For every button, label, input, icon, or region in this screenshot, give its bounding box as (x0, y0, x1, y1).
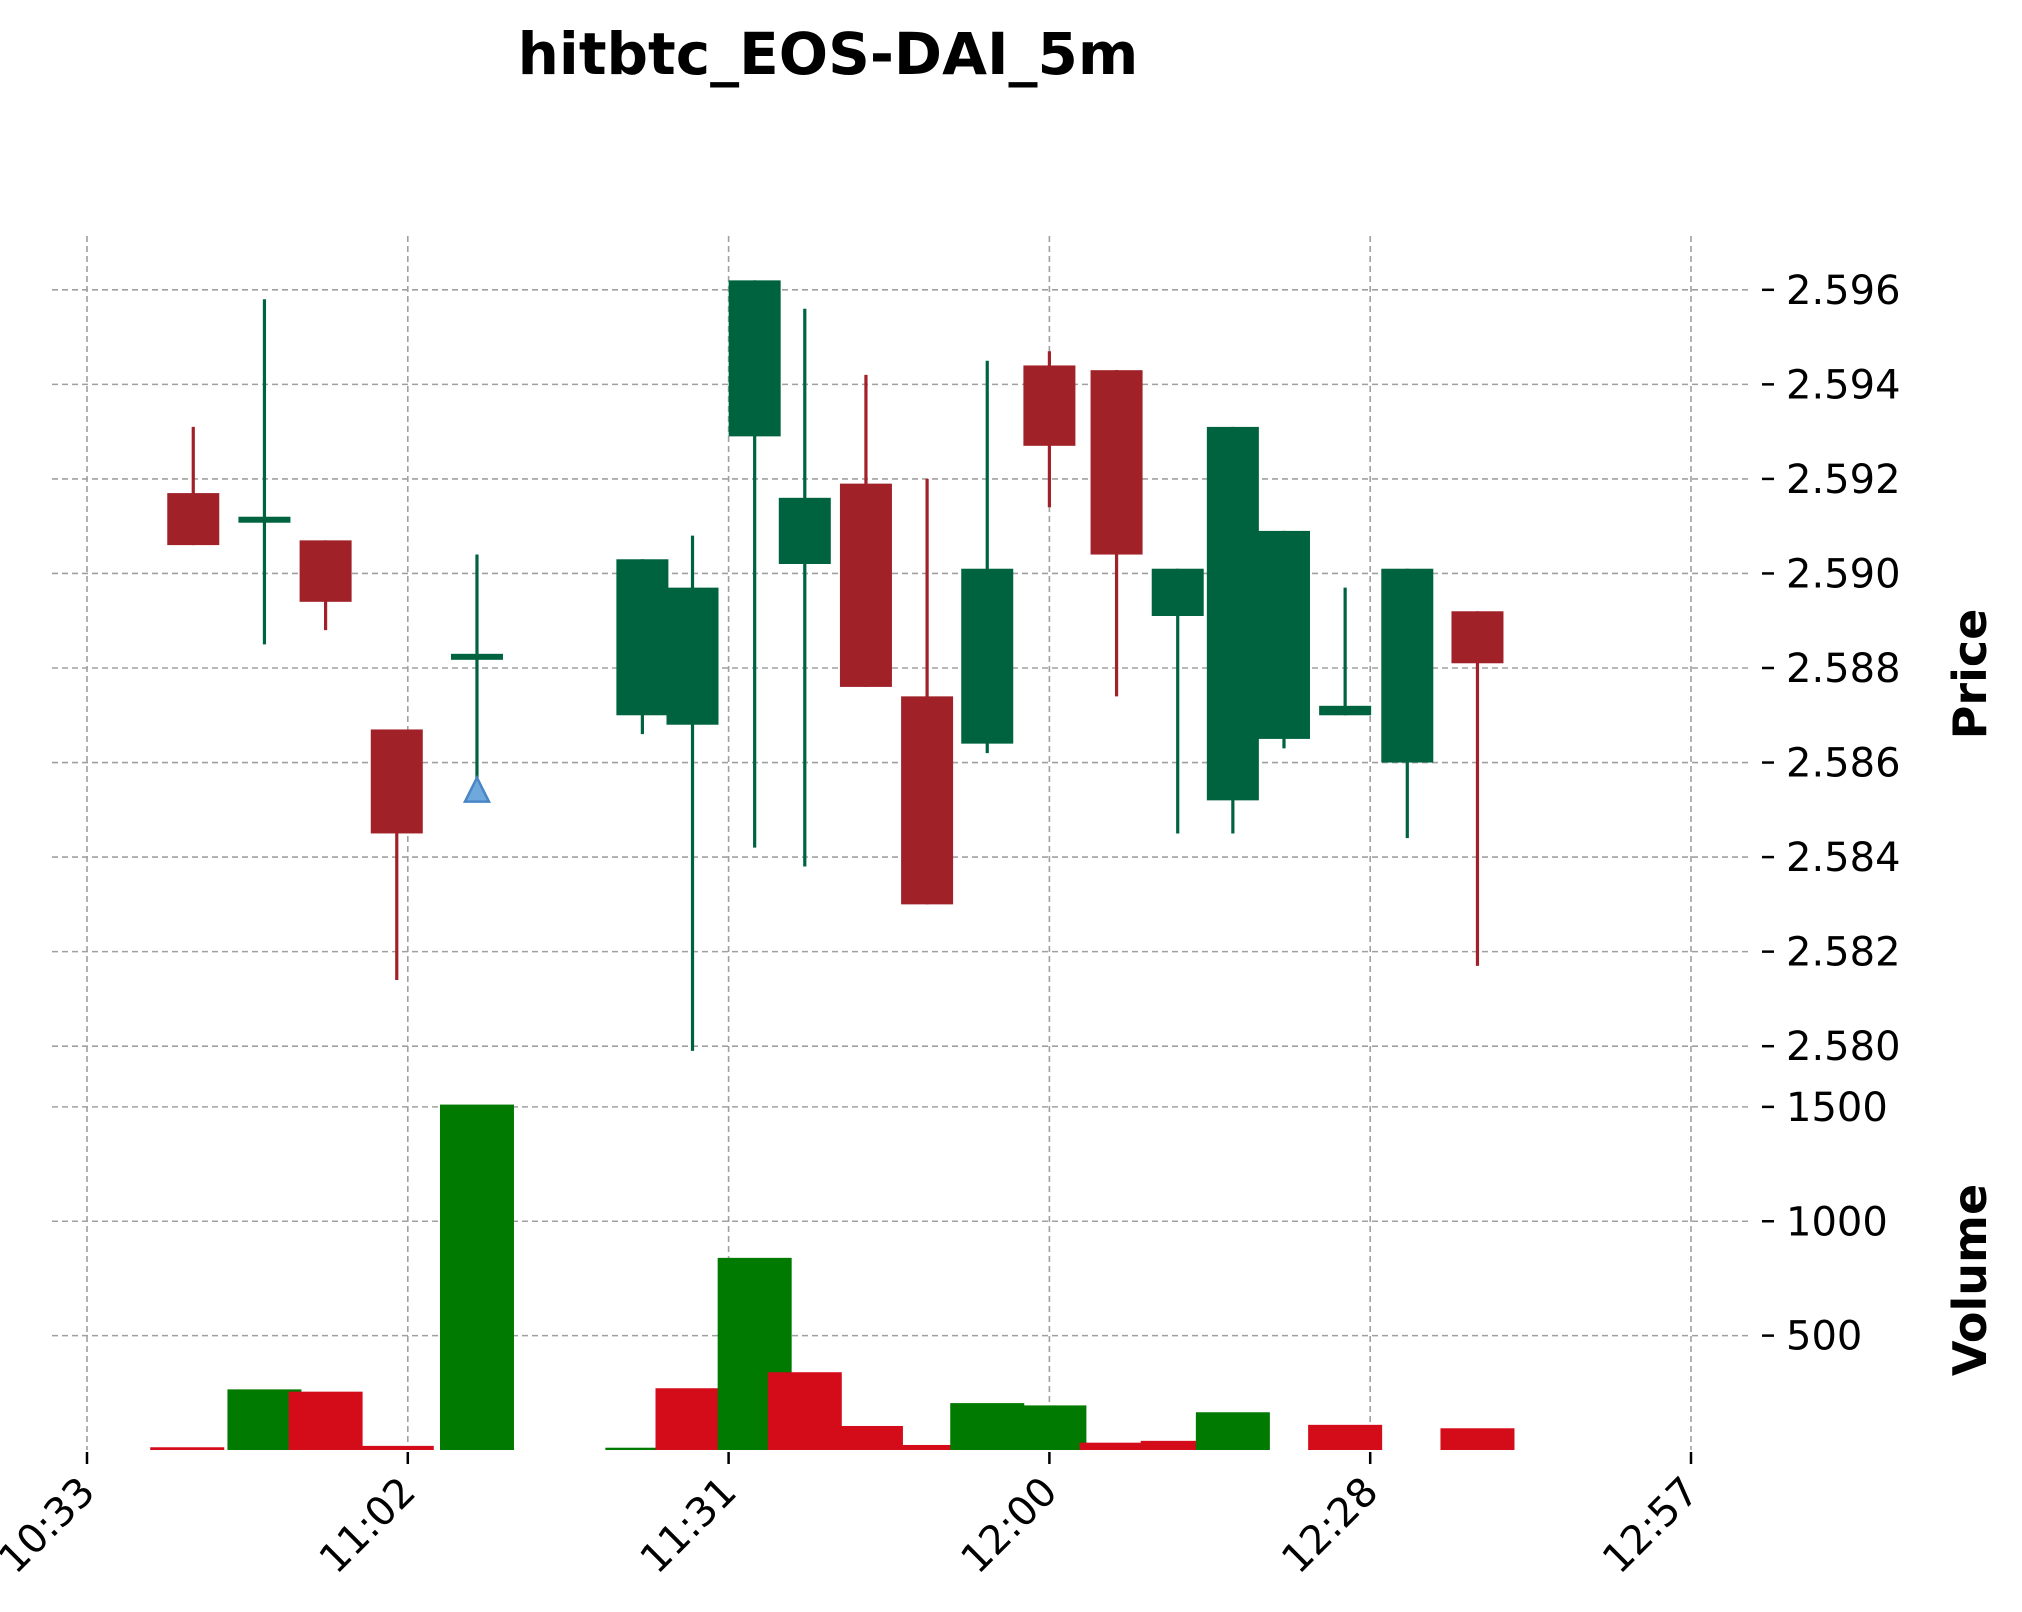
candle-up (616, 559, 669, 735)
candle-down (901, 478, 954, 905)
candle-up (1319, 587, 1372, 716)
volume-bar (1195, 1412, 1270, 1450)
candle-down (1451, 611, 1504, 966)
candle-up (778, 308, 831, 867)
volume-tick-label: 1500 (1786, 1085, 1888, 1131)
candle-up (961, 360, 1014, 754)
volume-bar (655, 1388, 730, 1450)
candle-down (167, 426, 220, 546)
volume-bar (288, 1391, 363, 1450)
price-tick-label: 2.580 (1786, 1024, 1901, 1070)
candle-up (450, 554, 503, 791)
grid-lines (52, 236, 1748, 1450)
volume-bar (890, 1444, 965, 1450)
candle-body (1206, 426, 1259, 801)
candle-down (370, 729, 423, 980)
price-tick-label: 2.588 (1786, 646, 1901, 692)
candle-body (167, 493, 220, 546)
volume-bar (950, 1403, 1025, 1450)
candle-up (666, 535, 719, 1051)
candle-body (1451, 611, 1504, 664)
time-tick-label: 12:00 (952, 1469, 1066, 1583)
candle-body (666, 587, 719, 725)
buy-signal-marker (462, 774, 491, 803)
volume-bar (1440, 1428, 1515, 1450)
time-tick-label: 12:57 (1594, 1469, 1708, 1583)
candle-body (1257, 530, 1310, 739)
price-tick-label: 2.586 (1786, 741, 1901, 787)
candle-body (901, 696, 954, 905)
candle-body (370, 729, 423, 834)
candle-body (1381, 568, 1434, 763)
candle-body (1023, 365, 1076, 446)
candle-body (778, 497, 831, 564)
price-tick-label: 2.590 (1786, 551, 1901, 597)
candle-up (728, 280, 781, 848)
candle-body (1151, 568, 1204, 616)
candle-up (1151, 568, 1204, 834)
candle-body (728, 280, 781, 437)
volume-bar (1079, 1442, 1154, 1450)
volume-tick-label: 500 (1786, 1314, 1862, 1360)
time-tick-label: 10:33 (0, 1469, 104, 1583)
volume-bar (1308, 1424, 1383, 1450)
volume-bars (150, 1104, 1515, 1450)
time-tick-label: 11:31 (632, 1469, 746, 1583)
price-candles (167, 280, 1504, 1051)
volume-axis-label: Volume (1943, 1184, 1997, 1376)
candle-body (299, 540, 352, 602)
candle-down (839, 374, 892, 687)
volume-bar (605, 1447, 680, 1450)
volume-bar (1012, 1405, 1087, 1450)
chart-title: hitbtc_EOS-DAI_5m (518, 20, 1139, 88)
price-axis-label: Price (1943, 609, 1997, 740)
candle-up (1206, 426, 1259, 834)
candle-body (1319, 705, 1372, 716)
candle-body (616, 559, 669, 716)
candle-up (1381, 568, 1434, 839)
candle-body (450, 653, 503, 660)
time-tick-label: 12:28 (1273, 1469, 1387, 1583)
price-tick-label: 2.582 (1786, 930, 1901, 976)
price-tick-label: 2.584 (1786, 835, 1901, 881)
price-tick-label: 2.592 (1786, 457, 1901, 503)
candle-down (299, 540, 352, 631)
volume-bar (150, 1447, 225, 1450)
candle-down (1090, 370, 1143, 697)
signal-markers (462, 774, 491, 803)
candle-body (238, 516, 291, 523)
candle-body (839, 483, 892, 687)
candle-up (1257, 530, 1310, 749)
candle-up (238, 299, 291, 645)
axis-ticks: 2.580 2.582 2.584 2.586 2.588 2.590 2.592 2.594… (0, 268, 1901, 1583)
candle-body (961, 568, 1014, 744)
price-tick-label: 2.594 (1786, 362, 1901, 408)
volume-tick-label: 1000 (1786, 1199, 1888, 1245)
time-tick-label: 11:02 (311, 1469, 425, 1583)
candle-body (1090, 370, 1143, 555)
candle-down (1023, 351, 1076, 508)
volume-bar (439, 1104, 514, 1450)
volume-bar (1140, 1440, 1215, 1450)
volume-bar (359, 1445, 434, 1450)
price-tick-label: 2.596 (1786, 268, 1901, 314)
